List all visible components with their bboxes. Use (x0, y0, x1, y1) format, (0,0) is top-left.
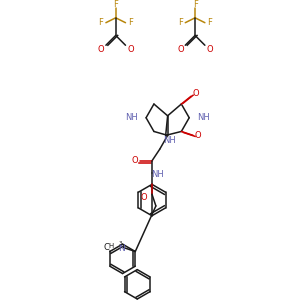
Text: F: F (113, 0, 118, 9)
Text: C: C (104, 243, 110, 252)
Text: F: F (128, 18, 133, 27)
Text: O: O (140, 193, 147, 202)
Text: NH: NH (163, 136, 176, 145)
Text: NH: NH (197, 113, 210, 122)
Text: O: O (131, 156, 138, 165)
Text: H: H (109, 243, 114, 249)
Text: O: O (206, 45, 213, 54)
Text: F: F (207, 18, 212, 27)
Text: F: F (99, 18, 103, 27)
Text: O: O (98, 45, 104, 54)
Text: O: O (127, 45, 134, 54)
Text: NH: NH (152, 170, 164, 179)
Text: NH: NH (125, 113, 138, 122)
Text: O: O (177, 45, 184, 54)
Text: O: O (195, 131, 201, 140)
Text: F: F (193, 0, 197, 9)
Text: F: F (178, 18, 183, 27)
Text: 3: 3 (118, 241, 122, 246)
Text: N: N (118, 244, 125, 253)
Text: O: O (193, 89, 200, 98)
